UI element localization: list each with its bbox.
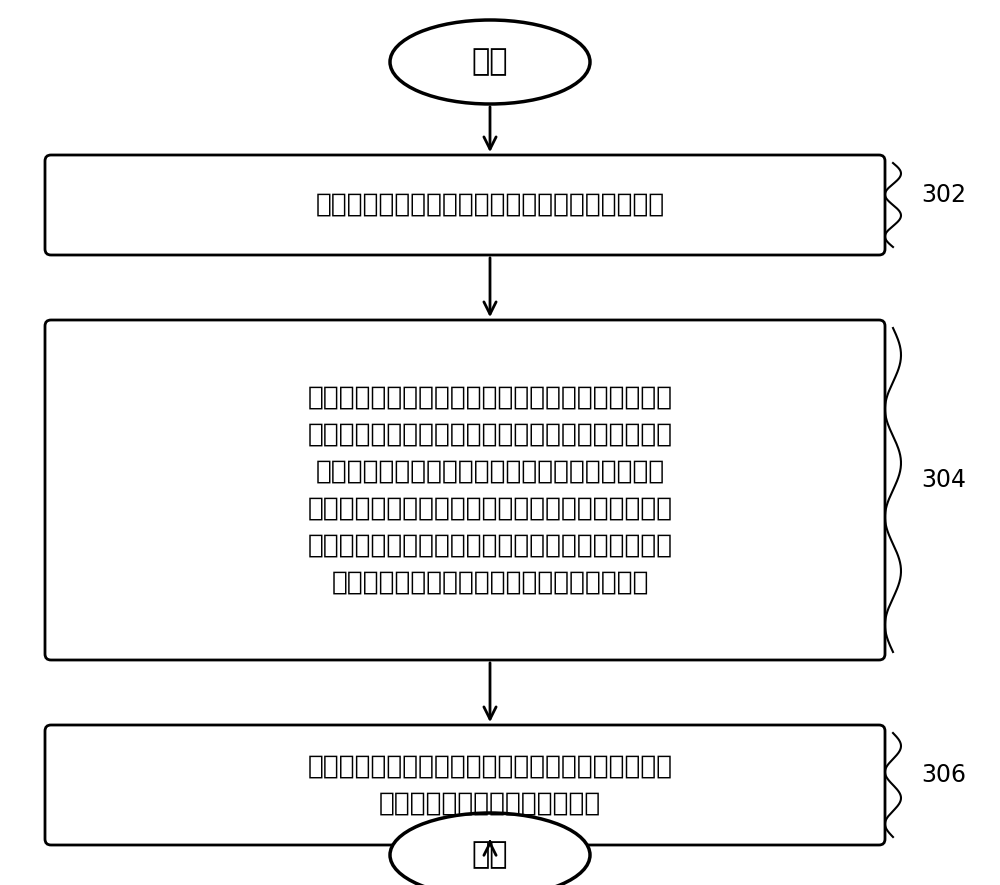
- Ellipse shape: [390, 20, 590, 104]
- Text: 306: 306: [921, 763, 966, 787]
- Text: 测热敏头的多个发热电阻中的每个发热电阻的阻值: 测热敏头的多个发热电阻中的每个发热电阻的阻值: [315, 192, 665, 218]
- Text: 确定多个发热电阻的阻值中大于目标阻值的上限值的
目标发热电阻，控制与目标发热电阻相对应的继电器
闭合，以使高压脉冲电源加载在目标发热电阻的两
端；以及控制高压脉: 确定多个发热电阻的阻值中大于目标阻值的上限值的 目标发热电阻，控制与目标发热电阻…: [307, 384, 673, 596]
- FancyBboxPatch shape: [45, 725, 885, 845]
- Text: 结束: 结束: [472, 841, 508, 869]
- FancyBboxPatch shape: [45, 320, 885, 660]
- Text: 304: 304: [921, 468, 966, 492]
- Text: 302: 302: [921, 183, 966, 207]
- Text: 在温度处于预设温度范围内时，继续检测目标多个发
热电阻中的每个发热电阻的阻值: 在温度处于预设温度范围内时，继续检测目标多个发 热电阻中的每个发热电阻的阻值: [307, 753, 673, 817]
- Ellipse shape: [390, 813, 590, 885]
- Text: 开始: 开始: [472, 48, 508, 76]
- FancyBboxPatch shape: [45, 155, 885, 255]
